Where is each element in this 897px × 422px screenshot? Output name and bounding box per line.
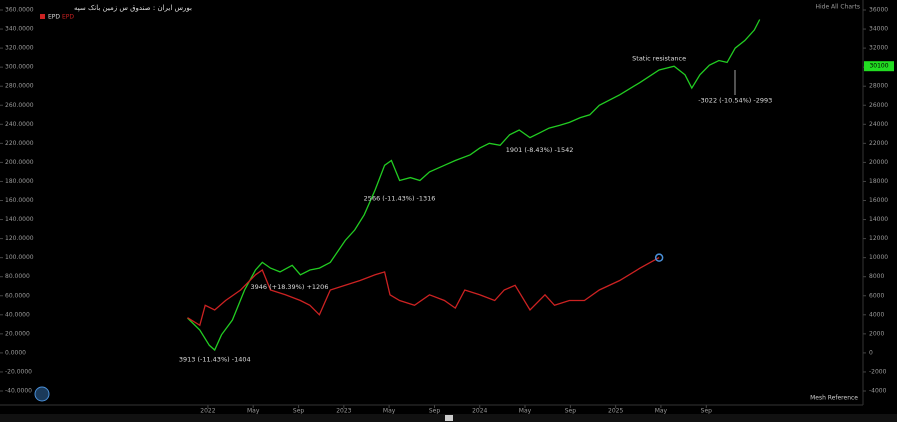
price-tag bbox=[864, 61, 894, 72]
legend-series: EPD bbox=[62, 14, 74, 21]
price-tag-label: 30100 bbox=[869, 63, 888, 70]
y-tick-label: -20.0000 bbox=[5, 368, 32, 375]
end-marker bbox=[654, 253, 664, 262]
x-tick-label: May bbox=[519, 408, 532, 415]
series-line bbox=[187, 257, 660, 327]
settings-button[interactable] bbox=[34, 386, 50, 402]
y2-tick-label: 22000 bbox=[869, 140, 888, 147]
x-tick-label: 2025 bbox=[608, 408, 623, 415]
y-tick-label: 340.0000 bbox=[5, 26, 34, 33]
x-tick-label: Sep bbox=[429, 408, 441, 415]
annotation: 1901 (-8.43%) -1542 bbox=[506, 146, 574, 154]
y2-tick-label: 4000 bbox=[869, 311, 884, 318]
y-tick-label: 200.0000 bbox=[5, 159, 34, 166]
y-tick-label: 140.0000 bbox=[5, 216, 34, 223]
series-line bbox=[187, 19, 761, 352]
x-tick-label: Sep bbox=[565, 408, 577, 415]
y2-tick-label: 12000 bbox=[869, 235, 888, 242]
y2-tick-label: 34000 bbox=[869, 26, 888, 33]
y2-tick-label: 8000 bbox=[869, 273, 884, 280]
y-tick-label: 80.0000 bbox=[5, 273, 30, 280]
y-tick-label: 20.0000 bbox=[5, 330, 30, 337]
y-tick-label: 160.0000 bbox=[5, 197, 34, 204]
y2-tick-label: 6000 bbox=[869, 292, 884, 299]
y-tick-label: 240.0000 bbox=[5, 121, 34, 128]
y2-tick-label: 16000 bbox=[869, 197, 888, 204]
y2-tick-label: 32000 bbox=[869, 45, 888, 52]
annotation: -3022 (-10.54%) -2993 bbox=[698, 96, 772, 104]
y-tick-label: 60.0000 bbox=[5, 292, 30, 299]
y-tick-label: 320.0000 bbox=[5, 45, 34, 52]
y-tick-label: 100.0000 bbox=[5, 254, 34, 261]
x-tick-label: 2024 bbox=[472, 408, 487, 415]
y-tick-label: 360.0000 bbox=[5, 7, 34, 14]
y2-tick-label: 24000 bbox=[869, 121, 888, 128]
x-tick-label: May bbox=[383, 408, 396, 415]
x-tick-label: 2022 bbox=[200, 408, 215, 415]
y2-tick-label: 20000 bbox=[869, 159, 888, 166]
annotation: Static resistance bbox=[632, 55, 686, 63]
y2-tick-label: 36000 bbox=[869, 7, 888, 14]
y2-tick-label: 2000 bbox=[869, 330, 884, 337]
y2-tick-label: -2000 bbox=[869, 368, 887, 375]
x-tick-label: May bbox=[247, 408, 260, 415]
legend-label: EPD bbox=[48, 14, 60, 21]
x-tick-label: Sep bbox=[701, 408, 713, 415]
y2-tick-label: -4000 bbox=[869, 388, 887, 395]
y2-tick-label: 26000 bbox=[869, 102, 888, 109]
y-tick-label: 300.0000 bbox=[5, 64, 34, 71]
y2-tick-label: 0 bbox=[869, 349, 873, 356]
y-tick-label: 0.0000 bbox=[5, 349, 26, 356]
annotation: 3913 (-11.43%) -1404 bbox=[179, 356, 251, 364]
y2-tick-label: 18000 bbox=[869, 178, 888, 185]
chart-title: بورس ایران : صندوق س زمین بانک سپه bbox=[74, 4, 192, 12]
y2-tick-label: 14000 bbox=[869, 216, 888, 223]
y-tick-label: 220.0000 bbox=[5, 140, 34, 147]
y-tick-label: -40.0000 bbox=[5, 388, 32, 395]
y-tick-label: 40.0000 bbox=[5, 311, 30, 318]
legend-swatch bbox=[40, 14, 45, 19]
legend: EPD EPD bbox=[40, 14, 74, 21]
hide-charts[interactable]: Hide All Charts bbox=[815, 4, 860, 11]
x-tick-label: Sep bbox=[293, 408, 305, 415]
y-tick-label: 120.0000 bbox=[5, 235, 34, 242]
scroll-thumb[interactable] bbox=[445, 415, 453, 421]
y2-tick-label: 10000 bbox=[869, 254, 888, 261]
y-tick-label: 260.0000 bbox=[5, 102, 34, 109]
x-tick-label: May bbox=[655, 408, 668, 415]
annotation: 2566 (-11.43%) -1316 bbox=[364, 195, 436, 203]
y2-tick-label: 28000 bbox=[869, 83, 888, 90]
y-tick-label: 280.0000 bbox=[5, 83, 34, 90]
footer-note: Mesh Reference bbox=[810, 395, 858, 402]
x-tick-label: 2023 bbox=[336, 408, 351, 415]
y-tick-label: 180.0000 bbox=[5, 178, 34, 185]
annotation: 3946 (+18.39%) +1206 bbox=[250, 283, 328, 291]
